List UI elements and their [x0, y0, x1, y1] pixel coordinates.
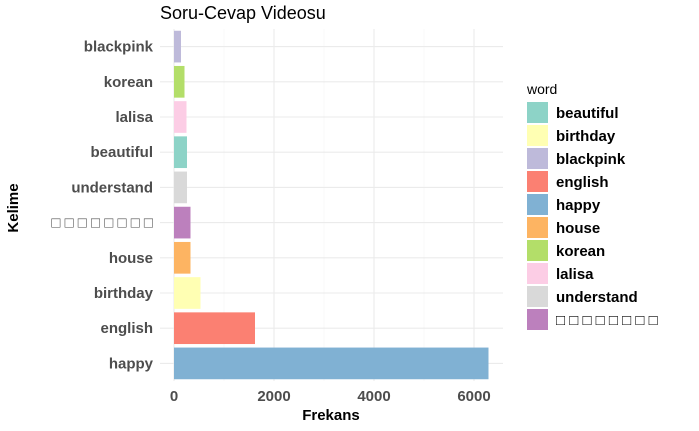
y-tick-label: □ □ □ □ □ □ □ □	[51, 215, 153, 232]
y-tick-label: lalisa	[115, 109, 153, 126]
y-tick-label: english	[100, 320, 153, 337]
y-tick-label: birthday	[94, 285, 154, 302]
legend-label: birthday	[556, 128, 616, 145]
legend-key	[527, 148, 548, 169]
x-tick-label: 0	[170, 388, 178, 405]
legend-label: lalisa	[556, 266, 594, 283]
chart-title: Soru-Cevap Videosu	[160, 3, 326, 23]
legend-label: happy	[556, 197, 601, 214]
legend-label: beautiful	[556, 105, 619, 122]
bars	[174, 30, 489, 380]
legend-items: beautiful birthday blackpink english happy ho…	[527, 102, 658, 330]
bar	[174, 241, 191, 274]
y-tick-labels: happy english birthday house □ □ □ □ □ □ □ □…	[51, 39, 153, 373]
bar	[174, 277, 201, 309]
bar	[174, 347, 489, 380]
legend-title: word	[526, 81, 557, 97]
x-tick-label: 6000	[457, 388, 490, 405]
y-tick-label: beautiful	[91, 144, 154, 161]
y-tick-label: house	[109, 250, 153, 267]
legend-label: □ □ □ □ □ □ □ □	[556, 312, 658, 329]
legend-label: korean	[556, 243, 605, 260]
legend-key	[527, 217, 548, 238]
legend-key	[527, 263, 548, 284]
bar	[174, 101, 187, 133]
legend-key	[527, 240, 548, 261]
y-tick-label: understand	[71, 179, 153, 196]
x-tick-label: 2000	[257, 388, 290, 405]
legend-label: house	[556, 220, 600, 237]
grid-lines	[160, 29, 503, 381]
legend-key	[527, 125, 548, 146]
y-tick-label: blackpink	[84, 39, 154, 56]
y-tick-label: korean	[104, 74, 153, 91]
x-axis-title: Frekans	[302, 407, 360, 424]
bar	[174, 65, 185, 98]
y-axis-title: Kelime	[5, 183, 22, 232]
legend-label: english	[556, 174, 609, 191]
legend-label: blackpink	[556, 151, 626, 168]
bar	[174, 171, 187, 204]
legend: word beautiful birthday blackpink english ha…	[526, 81, 658, 330]
legend-key	[527, 194, 548, 215]
x-tick-label: 4000	[357, 388, 390, 405]
legend-key	[527, 309, 548, 330]
bar	[174, 206, 191, 239]
legend-key	[527, 171, 548, 192]
x-tick-labels: 0 2000 4000 6000	[170, 388, 491, 405]
y-tick-label: happy	[109, 355, 154, 372]
legend-label: understand	[556, 289, 638, 306]
bar	[174, 30, 181, 63]
bar	[174, 136, 187, 169]
plot-area: happy english birthday house □ □ □ □ □ □ □ □…	[51, 29, 503, 405]
legend-key	[527, 286, 548, 307]
legend-key	[527, 102, 548, 123]
bar	[174, 312, 255, 345]
